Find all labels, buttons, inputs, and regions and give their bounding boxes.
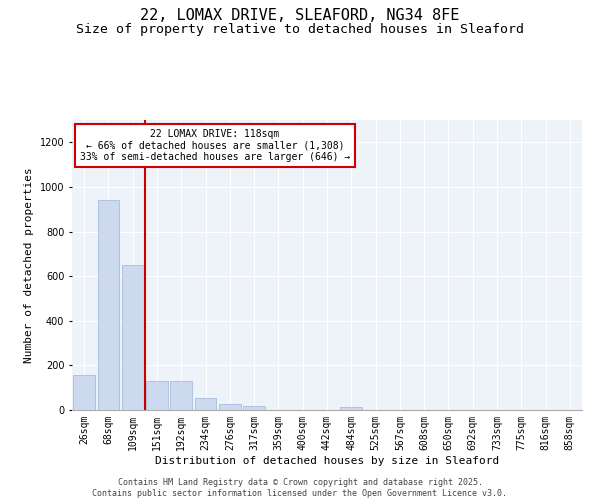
X-axis label: Distribution of detached houses by size in Sleaford: Distribution of detached houses by size … — [155, 456, 499, 466]
Text: 22, LOMAX DRIVE, SLEAFORD, NG34 8FE: 22, LOMAX DRIVE, SLEAFORD, NG34 8FE — [140, 8, 460, 22]
Bar — [340, 406, 362, 410]
Bar — [73, 376, 95, 410]
Bar — [243, 406, 265, 410]
Bar — [146, 381, 168, 410]
Text: Size of property relative to detached houses in Sleaford: Size of property relative to detached ho… — [76, 22, 524, 36]
Bar — [170, 381, 192, 410]
Bar — [97, 200, 119, 410]
Text: Contains HM Land Registry data © Crown copyright and database right 2025.
Contai: Contains HM Land Registry data © Crown c… — [92, 478, 508, 498]
Bar — [219, 404, 241, 410]
Bar — [194, 398, 217, 410]
Text: 22 LOMAX DRIVE: 118sqm
← 66% of detached houses are smaller (1,308)
33% of semi-: 22 LOMAX DRIVE: 118sqm ← 66% of detached… — [80, 128, 350, 162]
Y-axis label: Number of detached properties: Number of detached properties — [24, 167, 34, 363]
Bar — [122, 265, 143, 410]
